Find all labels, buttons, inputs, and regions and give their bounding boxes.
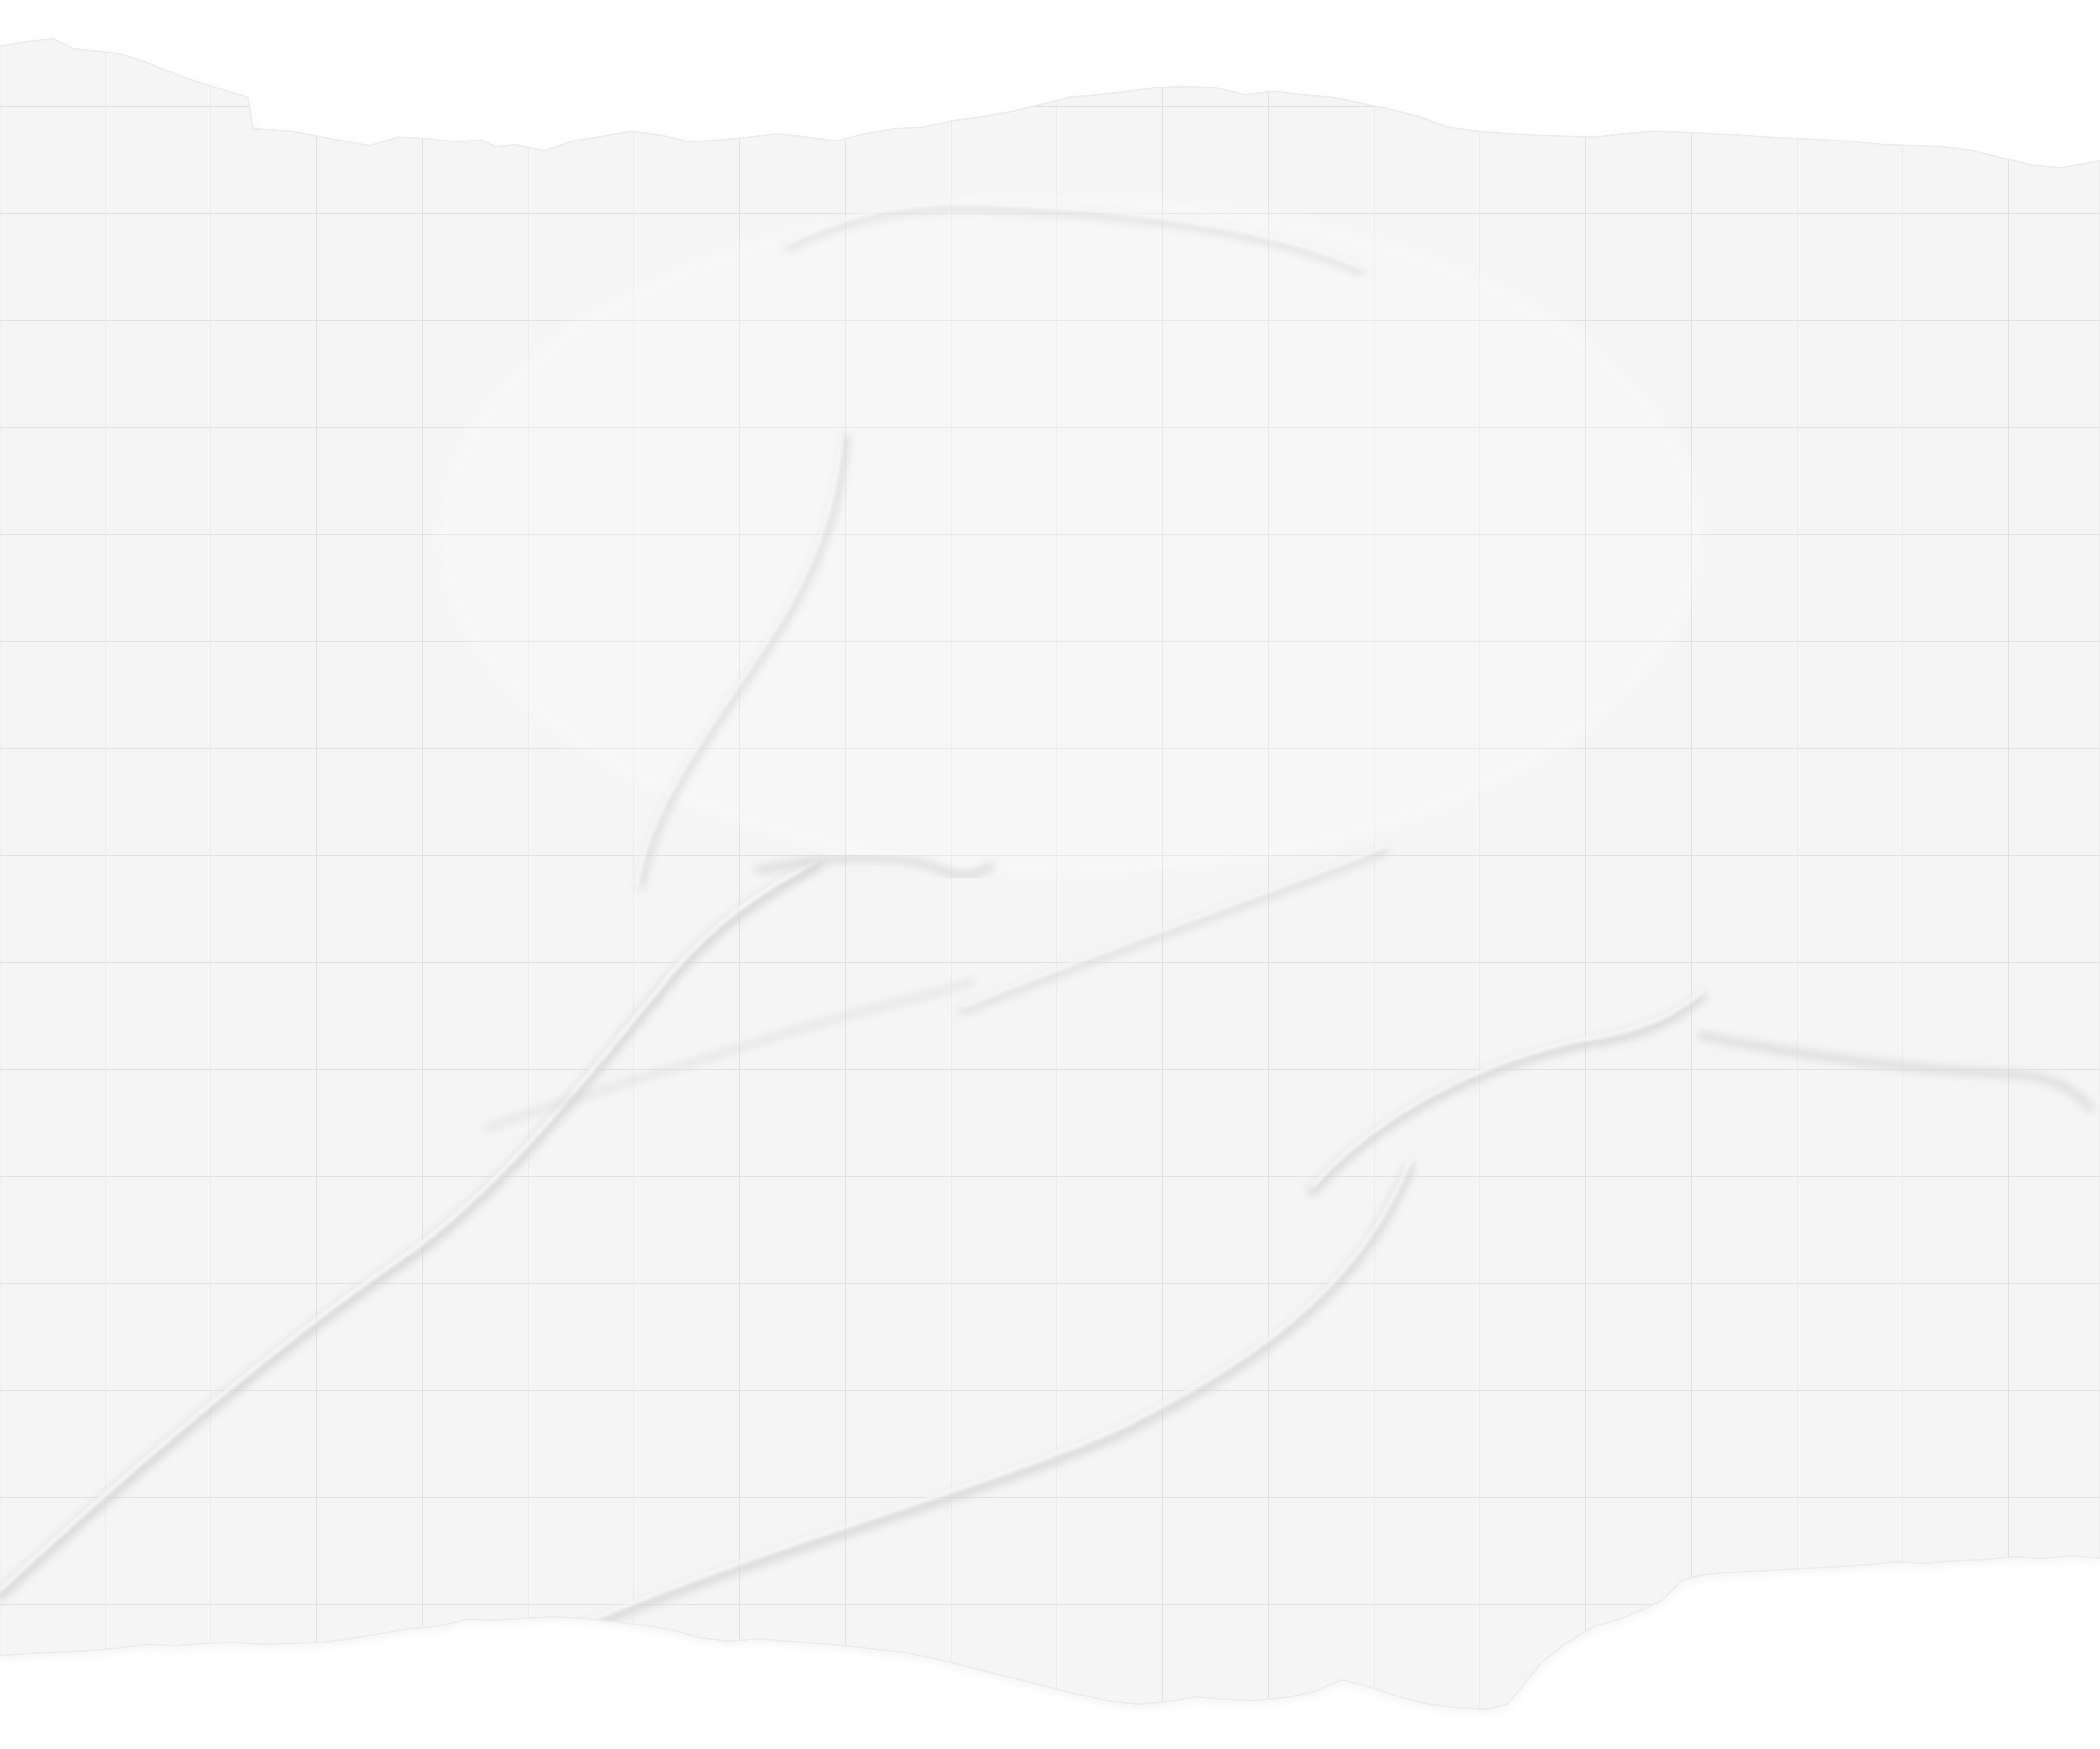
crease-bottom-middle (483, 979, 975, 1131)
crease-top (784, 204, 1365, 276)
paper-creases (0, 201, 2094, 1634)
crease-main-diagonal (0, 860, 822, 1600)
crease-far-right (1698, 1032, 2094, 1113)
crease-lower-curve (578, 1162, 1415, 1634)
crease-middle-right (959, 847, 1389, 1015)
light-spot (438, 194, 1701, 875)
crease-middle-kink (755, 854, 995, 879)
crease-lower-right (1308, 992, 1706, 1196)
crease-upper-vertical (638, 434, 850, 889)
